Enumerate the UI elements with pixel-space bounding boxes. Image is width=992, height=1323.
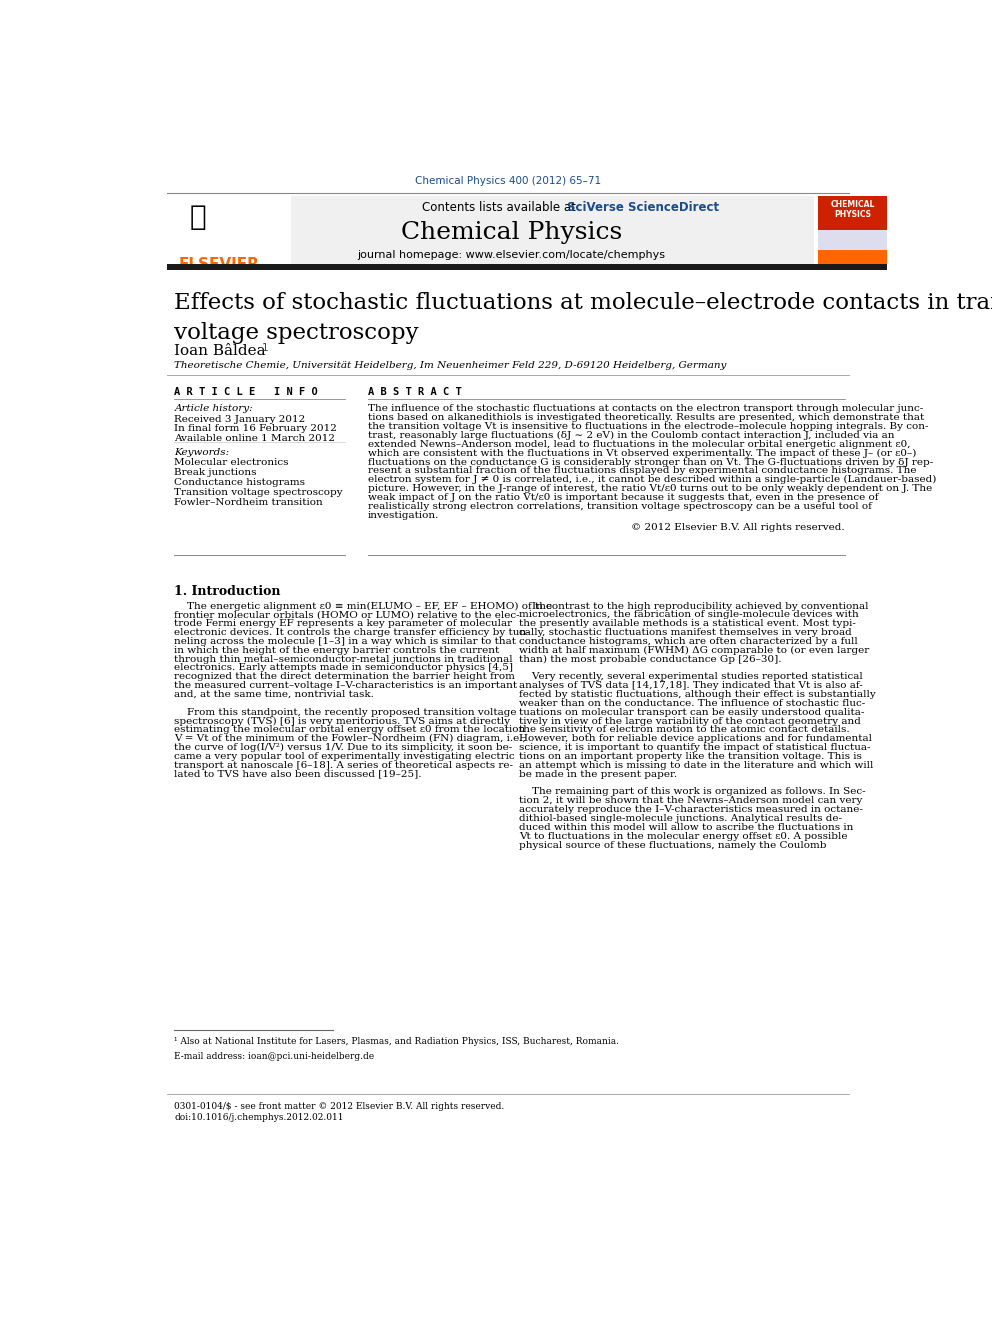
Text: However, both for reliable device applications and for fundamental: However, both for reliable device applic…	[519, 734, 872, 744]
Text: the measured current–voltage I–V-characteristics is an important: the measured current–voltage I–V-charact…	[175, 681, 518, 691]
Text: duced within this model will allow to ascribe the fluctuations in: duced within this model will allow to as…	[519, 823, 854, 832]
Text: Fowler–Nordheim transition: Fowler–Nordheim transition	[175, 499, 323, 507]
Text: ¹ Also at National Institute for Lasers, Plasmas, and Radiation Physics, ISS, Bu: ¹ Also at National Institute for Lasers,…	[175, 1036, 619, 1045]
Text: V = Vt of the minimum of the Fowler–Nordheim (FN) diagram, i.e.,: V = Vt of the minimum of the Fowler–Nord…	[175, 734, 526, 744]
Text: electronic devices. It controls the charge transfer efficiency by tun-: electronic devices. It controls the char…	[175, 628, 530, 638]
Text: width at half maximum (FWHM) ΔG comparable to (or even larger: width at half maximum (FWHM) ΔG comparab…	[519, 646, 870, 655]
Text: weak impact of J on the ratio Vt/ε0 is important because it suggests that, even : weak impact of J on the ratio Vt/ε0 is i…	[368, 493, 879, 501]
Text: be made in the present paper.: be made in the present paper.	[519, 770, 678, 779]
Text: trode Fermi energy EF represents a key parameter of molecular: trode Fermi energy EF represents a key p…	[175, 619, 513, 628]
Text: tively in view of the large variability of the contact geometry and: tively in view of the large variability …	[519, 717, 861, 725]
Text: extended Newns–Anderson model, lead to fluctuations in the molecular orbital ene: extended Newns–Anderson model, lead to f…	[368, 439, 911, 448]
Text: recognized that the direct determination the barrier height from: recognized that the direct determination…	[175, 672, 515, 681]
Text: transport at nanoscale [6–18]. A series of theoretical aspects re-: transport at nanoscale [6–18]. A series …	[175, 761, 514, 770]
Text: resent a substantial fraction of the fluctuations displayed by experimental cond: resent a substantial fraction of the flu…	[368, 467, 917, 475]
Text: Chemical Physics 400 (2012) 65–71: Chemical Physics 400 (2012) 65–71	[416, 176, 601, 187]
Text: through thin metal–semiconductor-metal junctions in traditional: through thin metal–semiconductor-metal j…	[175, 655, 513, 664]
FancyBboxPatch shape	[167, 265, 888, 270]
Text: analyses of TVS data [14,17,18]. They indicated that Vt is also af-: analyses of TVS data [14,17,18]. They in…	[519, 681, 863, 691]
Text: dithiol-based single-molecule junctions. Analytical results de-: dithiol-based single-molecule junctions.…	[519, 814, 842, 823]
Text: doi:10.1016/j.chemphys.2012.02.011: doi:10.1016/j.chemphys.2012.02.011	[175, 1113, 344, 1122]
Text: picture. However, in the J-range of interest, the ratio Vt/ε0 turns out to be on: picture. However, in the J-range of inte…	[368, 484, 932, 493]
Text: From this standpoint, the recently proposed transition voltage: From this standpoint, the recently propo…	[175, 708, 517, 717]
FancyBboxPatch shape	[167, 196, 291, 265]
FancyBboxPatch shape	[817, 250, 888, 265]
FancyBboxPatch shape	[167, 196, 813, 265]
Text: Conductance histograms: Conductance histograms	[175, 479, 306, 487]
Text: fluctuations on the conductance G is considerably stronger than on Vt. The G-flu: fluctuations on the conductance G is con…	[368, 458, 933, 467]
Text: which are consistent with the fluctuations in Vt observed experimentally. The im: which are consistent with the fluctuatio…	[368, 448, 917, 458]
Text: The remaining part of this work is organized as follows. In Sec-: The remaining part of this work is organ…	[519, 787, 866, 796]
Text: Molecular electronics: Molecular electronics	[175, 458, 289, 467]
Text: the curve of log(I/V²) versus 1/V. Due to its simplicity, it soon be-: the curve of log(I/V²) versus 1/V. Due t…	[175, 744, 513, 753]
Text: In contrast to the high reproducibility achieved by conventional: In contrast to the high reproducibility …	[519, 602, 869, 610]
Text: Effects of stochastic fluctuations at molecule–electrode contacts in transition
: Effects of stochastic fluctuations at mo…	[175, 292, 992, 344]
Text: In final form 16 February 2012: In final form 16 February 2012	[175, 425, 337, 434]
Text: weaker than on the conductance. The influence of stochastic fluc-: weaker than on the conductance. The infl…	[519, 699, 865, 708]
Text: Vt to fluctuations in the molecular energy offset ε0. A possible: Vt to fluctuations in the molecular ener…	[519, 832, 848, 840]
Text: in which the height of the energy barrier controls the current: in which the height of the energy barrie…	[175, 646, 500, 655]
Text: Article history:: Article history:	[175, 405, 253, 413]
Text: Break junctions: Break junctions	[175, 468, 257, 478]
Text: conductance histograms, which are often characterized by a full: conductance histograms, which are often …	[519, 636, 858, 646]
Text: science, it is important to quantify the impact of statistical fluctua-: science, it is important to quantify the…	[519, 744, 871, 753]
Text: frontier molecular orbitals (HOMO or LUMO) relative to the elec-: frontier molecular orbitals (HOMO or LUM…	[175, 610, 520, 619]
Text: neling across the molecule [1–3] in a way which is similar to that: neling across the molecule [1–3] in a wa…	[175, 636, 517, 646]
Text: tuations on molecular transport can be easily understood qualita-: tuations on molecular transport can be e…	[519, 708, 865, 717]
Text: estimating the molecular orbital energy offset ε0 from the location: estimating the molecular orbital energy …	[175, 725, 526, 734]
Text: Chemical Physics: Chemical Physics	[401, 221, 622, 245]
Text: 1: 1	[262, 343, 269, 353]
Text: Contents lists available at: Contents lists available at	[423, 201, 580, 214]
Text: the presently available methods is a statistical event. Most typi-: the presently available methods is a sta…	[519, 619, 856, 628]
Text: realistically strong electron correlations, transition voltage spectroscopy can : realistically strong electron correlatio…	[368, 501, 872, 511]
Text: trast, reasonably large fluctuations (δJ ∼ 2 eV) in the Coulomb contact interact: trast, reasonably large fluctuations (δJ…	[368, 431, 895, 441]
Text: A B S T R A C T: A B S T R A C T	[368, 386, 462, 397]
Text: physical source of these fluctuations, namely the Coulomb: physical source of these fluctuations, n…	[519, 840, 826, 849]
Text: Theoretische Chemie, Universität Heidelberg, Im Neuenheimer Feld 229, D-69120 He: Theoretische Chemie, Universität Heidelb…	[175, 361, 727, 370]
Text: than) the most probable conductance Gp [26–30].: than) the most probable conductance Gp […	[519, 655, 782, 664]
Text: 0301-0104/$ - see front matter © 2012 Elsevier B.V. All rights reserved.: 0301-0104/$ - see front matter © 2012 El…	[175, 1102, 505, 1111]
Text: came a very popular tool of experimentally investigating electric: came a very popular tool of experimental…	[175, 751, 515, 761]
Text: cally, stochastic fluctuations manifest themselves in very broad: cally, stochastic fluctuations manifest …	[519, 628, 852, 638]
Text: accurately reproduce the I–V-characteristics measured in octane-: accurately reproduce the I–V-characteris…	[519, 806, 863, 814]
Text: electronics. Early attempts made in semiconductor physics [4,5]: electronics. Early attempts made in semi…	[175, 664, 514, 672]
Text: tion 2, it will be shown that the Newns–Anderson model can very: tion 2, it will be shown that the Newns–…	[519, 796, 863, 806]
Text: electron system for J ≠ 0 is correlated, i.e., it cannot be described within a s: electron system for J ≠ 0 is correlated,…	[368, 475, 936, 484]
FancyBboxPatch shape	[817, 230, 888, 250]
Text: tions on an important property like the transition voltage. This is: tions on an important property like the …	[519, 751, 862, 761]
Text: The influence of the stochastic fluctuations at contacts on the electron transpo: The influence of the stochastic fluctuat…	[368, 405, 924, 413]
Text: Keywords:: Keywords:	[175, 448, 229, 458]
Text: microelectronics, the fabrication of single-molecule devices with: microelectronics, the fabrication of sin…	[519, 610, 859, 619]
Text: A R T I C L E   I N F O: A R T I C L E I N F O	[175, 386, 318, 397]
Text: fected by statistic fluctuations, although their effect is substantially: fected by statistic fluctuations, althou…	[519, 691, 876, 699]
Text: Ioan Bâldea: Ioan Bâldea	[175, 344, 266, 359]
Text: © 2012 Elsevier B.V. All rights reserved.: © 2012 Elsevier B.V. All rights reserved…	[631, 523, 845, 532]
Text: 🌳: 🌳	[189, 204, 206, 232]
Text: Transition voltage spectroscopy: Transition voltage spectroscopy	[175, 488, 343, 497]
Text: Received 3 January 2012: Received 3 January 2012	[175, 415, 306, 425]
Text: Available online 1 March 2012: Available online 1 March 2012	[175, 434, 335, 443]
Text: tions based on alkanedithiols is investigated theoretically. Results are present: tions based on alkanedithiols is investi…	[368, 413, 925, 422]
Text: ELSEVIER: ELSEVIER	[179, 257, 259, 273]
Text: Very recently, several experimental studies reported statistical: Very recently, several experimental stud…	[519, 672, 863, 681]
Text: lated to TVS have also been discussed [19–25].: lated to TVS have also been discussed [1…	[175, 770, 422, 779]
Text: and, at the same time, nontrivial task.: and, at the same time, nontrivial task.	[175, 691, 374, 699]
Text: CHEMICAL
PHYSICS: CHEMICAL PHYSICS	[830, 200, 875, 220]
Text: the transition voltage Vt is insensitive to fluctuations in the electrode–molecu: the transition voltage Vt is insensitive…	[368, 422, 929, 431]
Text: the sensitivity of electron motion to the atomic contact details.: the sensitivity of electron motion to th…	[519, 725, 850, 734]
Text: 1. Introduction: 1. Introduction	[175, 585, 281, 598]
Text: spectroscopy (TVS) [6] is very meritorious. TVS aims at directly: spectroscopy (TVS) [6] is very meritorio…	[175, 717, 511, 726]
Text: an attempt which is missing to date in the literature and which will: an attempt which is missing to date in t…	[519, 761, 874, 770]
Text: SciVerse ScienceDirect: SciVerse ScienceDirect	[567, 201, 719, 214]
Text: The energetic alignment ε0 ≡ min(ELUMO – EF, EF – EHOMO) of the: The energetic alignment ε0 ≡ min(ELUMO –…	[175, 602, 553, 611]
Text: journal homepage: www.elsevier.com/locate/chemphys: journal homepage: www.elsevier.com/locat…	[357, 250, 666, 259]
FancyBboxPatch shape	[817, 196, 888, 230]
Text: investigation.: investigation.	[368, 511, 439, 520]
Text: E-mail address: ioan@pci.uni-heidelberg.de: E-mail address: ioan@pci.uni-heidelberg.…	[175, 1052, 375, 1061]
